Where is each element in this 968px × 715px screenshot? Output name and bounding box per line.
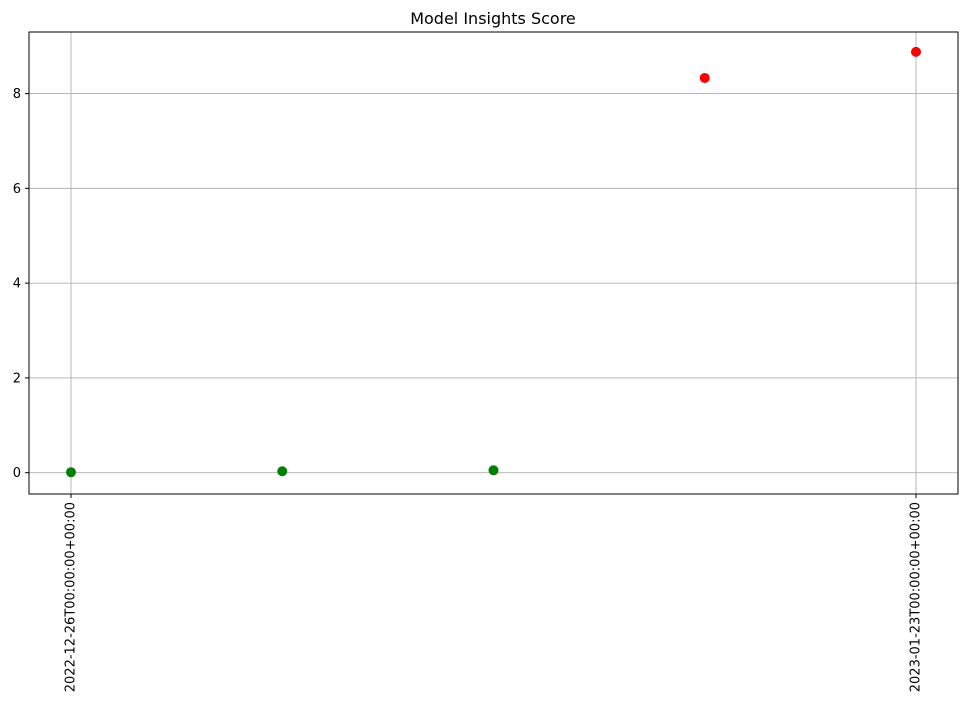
scatter-point (911, 46, 921, 57)
scatter-point (277, 466, 288, 477)
x-tick-label: 2022-12-26T00:00:00+00:00 (64, 502, 79, 692)
ticks-layer: 0 2 4 6 8 2022-12-26T00:00:00+00:00 2023-01-23… (13, 87, 924, 692)
scatter-point (66, 467, 76, 478)
y-tick-label: 8 (13, 87, 21, 102)
x-tick-label: 2023-01-23T00:00:00+00:00 (909, 502, 924, 692)
chart-title: Model Insights Score (410, 9, 576, 28)
scatter-point (488, 465, 499, 476)
y-tick-label: 0 (13, 466, 21, 481)
y-tick-label: 4 (13, 277, 21, 292)
grid-layer (29, 32, 958, 494)
scatter-point (699, 72, 710, 83)
plot-frame (28, 31, 959, 495)
y-tick-label: 2 (13, 371, 21, 386)
y-tick-label: 6 (13, 182, 21, 197)
points-layer (66, 46, 921, 478)
